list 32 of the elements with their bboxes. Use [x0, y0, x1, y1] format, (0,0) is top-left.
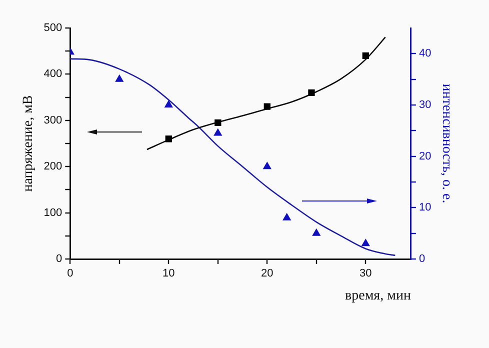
point — [115, 74, 124, 82]
y2-tick-label: 0 — [418, 253, 426, 266]
point — [312, 228, 320, 236]
point — [308, 89, 315, 96]
y-tick-label: 0 — [56, 253, 62, 266]
line-series — [146, 36, 386, 150]
y2-tick-label: 30 — [418, 99, 432, 112]
y-tick-label: 400 — [44, 68, 62, 80]
x-tick-label: 0 — [67, 268, 74, 280]
x-tick-label: 30 — [360, 268, 372, 280]
y2-tick-label: 10 — [418, 202, 432, 214]
line-series — [70, 58, 396, 256]
y-tick-label: 300 — [44, 114, 62, 126]
x-axis-title: время, мин — [344, 288, 412, 304]
point — [362, 239, 370, 246]
point — [165, 136, 172, 142]
y2-tick-label: 40 — [418, 48, 432, 60]
y-axis-title: напряжение, мВ — [21, 95, 36, 192]
y-tick-label: 500 — [44, 22, 62, 34]
point — [214, 119, 222, 126]
y-tick-label: 200 — [44, 160, 62, 173]
point — [282, 213, 291, 220]
y2-tick-label: 20 — [418, 150, 432, 162]
point — [263, 162, 272, 170]
y2-axis-title: интенсивность, о. е. — [438, 84, 454, 204]
point — [214, 128, 222, 136]
x-tick-label: 20 — [261, 268, 274, 280]
point — [264, 103, 270, 110]
x-tick-label: 10 — [162, 268, 175, 280]
y-tick-label: 100 — [44, 206, 62, 219]
point — [164, 100, 173, 108]
point — [362, 52, 369, 60]
